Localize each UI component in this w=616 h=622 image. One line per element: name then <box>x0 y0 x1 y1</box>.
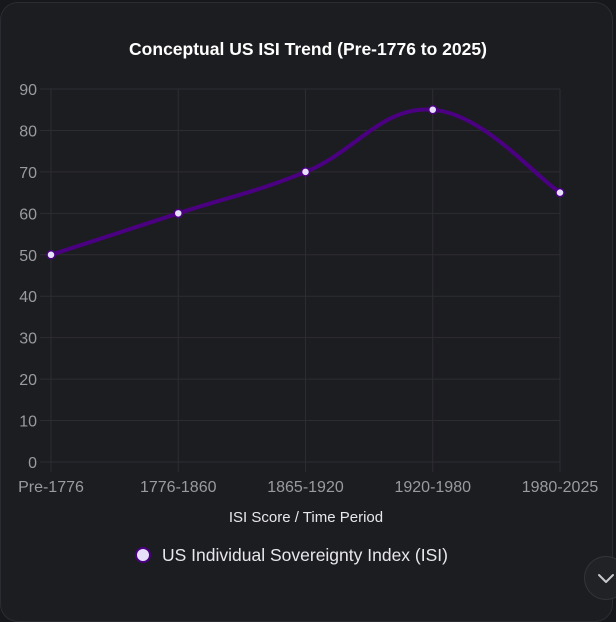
y-tick-label: 70 <box>19 165 37 182</box>
y-tick-label: 80 <box>19 123 37 140</box>
line-chart: Conceptual US ISI Trend (Pre-1776 to 202… <box>18 39 598 565</box>
x-tick-label: 1920-1980 <box>394 479 471 496</box>
y-tick-label: 10 <box>19 414 37 431</box>
y-tick-label: 40 <box>19 289 37 306</box>
x-tick-label: 1776-1860 <box>140 479 217 496</box>
scroll-down-button[interactable] <box>584 556 616 600</box>
y-tick-label: 50 <box>19 248 37 265</box>
legend-marker <box>135 547 151 563</box>
data-point[interactable] <box>46 250 56 260</box>
y-tick-label: 60 <box>19 206 37 223</box>
y-tick-label: 90 <box>19 82 37 99</box>
y-tick-label: 30 <box>19 331 37 348</box>
x-tick-label: 1980-2025 <box>522 479 599 496</box>
data-points <box>46 104 565 260</box>
y-gridlines <box>40 88 560 463</box>
chart-title: Conceptual US ISI Trend (Pre-1776 to 202… <box>129 39 487 59</box>
legend-label: US Individual Sovereignty Index (ISI) <box>162 545 448 565</box>
data-point[interactable] <box>428 104 438 115</box>
y-tick-label: 0 <box>28 455 37 472</box>
legend-item[interactable]: US Individual Sovereignty Index (ISI) <box>135 545 448 565</box>
data-point[interactable] <box>555 187 565 198</box>
x-tick-label: 1865-1920 <box>267 479 344 496</box>
x-gridlines <box>50 89 561 472</box>
chevron-down-icon <box>598 574 614 583</box>
y-tick-label: 20 <box>19 372 37 389</box>
x-tick-label: Pre-1776 <box>18 479 84 496</box>
data-point[interactable] <box>300 167 311 177</box>
x-axis-ticks: Pre-1776 1776-1860 1865-1920 1920-1980 1980-… <box>18 479 598 496</box>
x-axis-label: ISI Score / Time Period <box>229 509 383 526</box>
data-point[interactable] <box>173 208 183 219</box>
y-axis-ticks: 0 10 20 30 40 50 60 70 80 90 <box>19 82 37 472</box>
